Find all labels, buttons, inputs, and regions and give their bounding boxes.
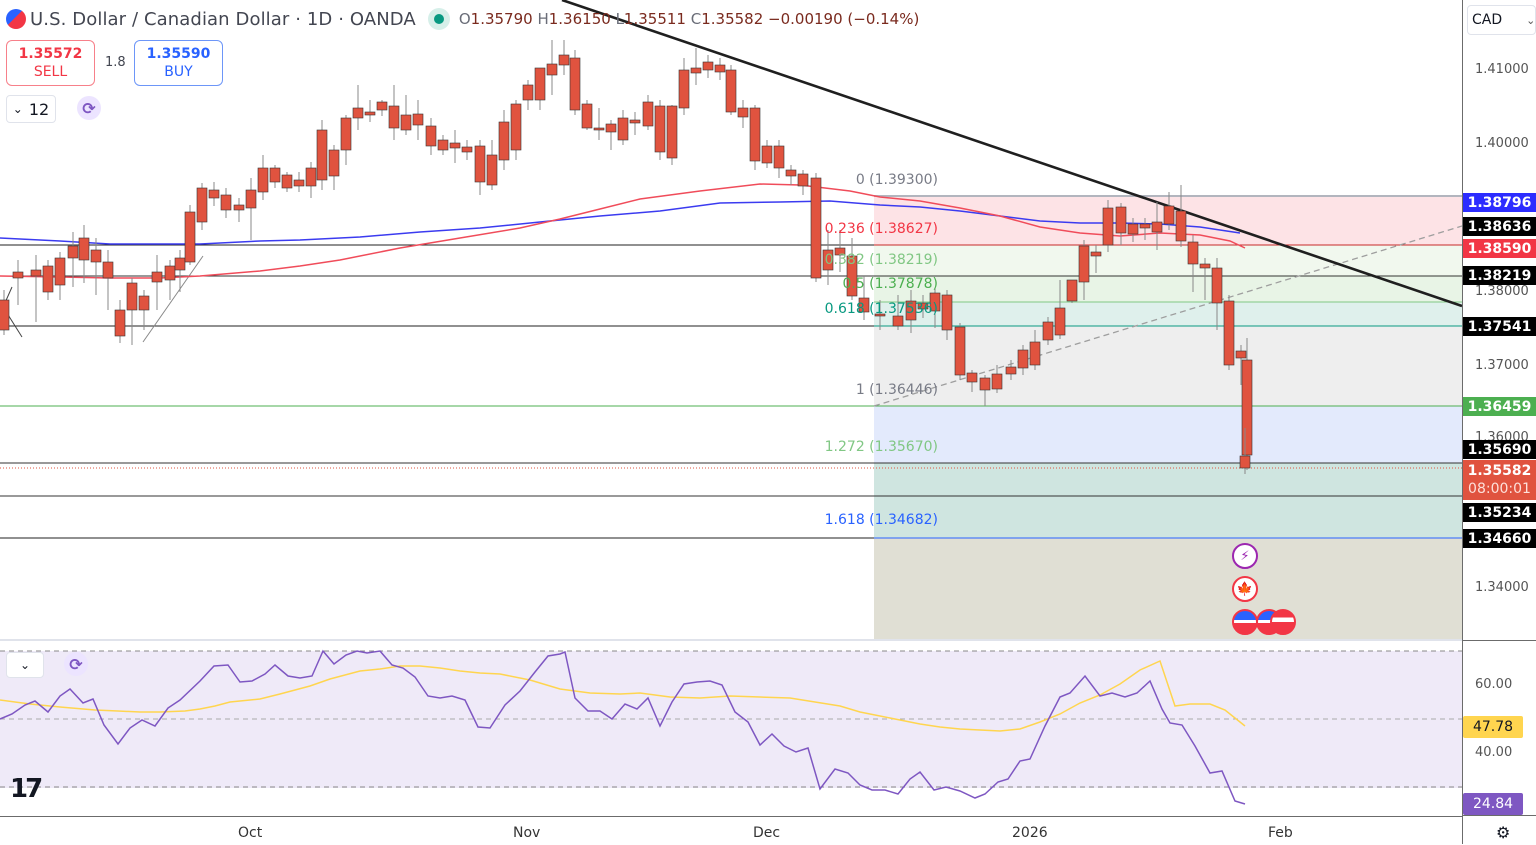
change-value: −0.00190 (−0.14%) [768, 10, 920, 28]
line-price-label: 1.35234 [1463, 503, 1536, 522]
refresh-icon[interactable]: ⟳ [64, 652, 88, 676]
canada-flag-icon[interactable]: 🍁 [1232, 576, 1258, 602]
fib-label-1618: 1.618 (1.34682) [824, 512, 938, 528]
close-value: 1.35582 [701, 10, 764, 28]
bar-countdown: 08:00:01 [1468, 481, 1531, 497]
low-label: L [615, 10, 624, 28]
open-value: 1.35790 [470, 10, 533, 28]
rsi-tick: 60.00 [1475, 677, 1513, 692]
low-value: 1.35511 [623, 10, 686, 28]
settings-gear-icon[interactable]: ⚙ [1496, 823, 1511, 842]
line-price-label: 1.35690 [1463, 440, 1536, 459]
fib-label-1272: 1.272 (1.35670) [824, 439, 938, 455]
fib-label-0382: 0.382 (1.38219) [824, 252, 938, 268]
price-chart-canvas[interactable] [0, 0, 1462, 844]
price-tick: 1.38000 [1475, 284, 1529, 299]
currency-select[interactable]: CAD ⌄ [1467, 5, 1536, 35]
rsi-collapse-button[interactable]: ⌄ [6, 652, 44, 678]
price-tick: 1.37000 [1475, 358, 1529, 373]
line-price-label: 1.38636 [1463, 217, 1536, 236]
chevron-down-icon: ⌄ [1526, 13, 1536, 27]
price-tick: 1.41000 [1475, 62, 1529, 77]
us-flag-icon[interactable] [1270, 609, 1296, 635]
high-label: H [537, 10, 549, 28]
line-price-label: 1.37541 [1463, 317, 1536, 336]
rsi-value: 24.84 [1463, 793, 1523, 815]
close-label: C [690, 10, 702, 28]
rsi-tick: 40.00 [1475, 745, 1513, 760]
time-label: 2026 [1012, 825, 1048, 841]
sell-price: 1.35572 [18, 46, 83, 62]
indicator-count: 12 [28, 99, 50, 119]
us-flag-icon[interactable] [1232, 609, 1258, 635]
price-tick: 1.40000 [1475, 136, 1529, 151]
rsi-ma-value: 47.78 [1463, 716, 1523, 738]
price-axis[interactable]: 1.41000 1.40000 1.38000 1.37000 1.36000 … [1462, 0, 1536, 844]
ma-blue-price-label: 1.38796 [1463, 193, 1536, 212]
ma-red-price-label: 1.38590 [1463, 239, 1536, 258]
line-price-label: 1.38219 [1463, 266, 1536, 285]
line-price-label: 1.34660 [1463, 529, 1536, 548]
refresh-icon[interactable]: ⟳ [77, 96, 101, 120]
buy-price: 1.35590 [146, 46, 211, 62]
chevron-down-icon: ⌄ [12, 102, 23, 116]
price-tick: 1.34000 [1475, 580, 1529, 595]
high-value: 1.36150 [548, 10, 611, 28]
time-label: Nov [513, 825, 541, 841]
buy-button[interactable]: 1.35590 BUY [134, 40, 223, 86]
symbol-title[interactable]: U.S. Dollar / Canadian Dollar · 1D · OAN… [30, 8, 416, 30]
open-label: O [458, 10, 471, 28]
chevron-down-icon: ⌄ [19, 658, 31, 672]
ohlc-values: O1.35790 H1.36150 L1.35511 C1.35582 −0.0… [459, 10, 919, 28]
spread-value: 1.8 [105, 55, 126, 70]
last-price-label: 1.35582 08:00:01 [1463, 460, 1536, 500]
chart-header: U.S. Dollar / Canadian Dollar · 1D · OAN… [6, 6, 919, 32]
time-axis[interactable]: Oct Nov Dec 2026 Feb [0, 816, 1462, 845]
sell-button[interactable]: 1.35572 SELL [6, 40, 95, 86]
tradingview-logo[interactable]: 17 [10, 774, 43, 804]
market-open-indicator [427, 8, 450, 30]
time-label: Oct [238, 825, 263, 841]
time-label: Dec [753, 825, 781, 841]
fib-label-0618: 0.618 (1.37536) [824, 301, 938, 317]
lightning-icon[interactable]: ⚡ [1232, 543, 1258, 569]
currency-value: CAD [1472, 12, 1503, 28]
indicators-collapse-button[interactable]: ⌄ 12 [6, 95, 56, 123]
fib-label-05: 0.5 (1.37878) [842, 276, 938, 292]
fib-label-1: 1 (1.36446) [855, 382, 938, 398]
time-label: Feb [1268, 825, 1293, 841]
last-price: 1.35582 [1467, 463, 1532, 479]
line-price-label: 1.36459 [1463, 397, 1536, 416]
us-canada-flag-icon [6, 9, 26, 29]
fib-label-0: 0 (1.39300) [855, 172, 938, 188]
sell-label: SELL [33, 64, 68, 80]
fib-label-0236: 0.236 (1.38627) [824, 221, 938, 237]
buy-label: BUY [164, 64, 193, 80]
